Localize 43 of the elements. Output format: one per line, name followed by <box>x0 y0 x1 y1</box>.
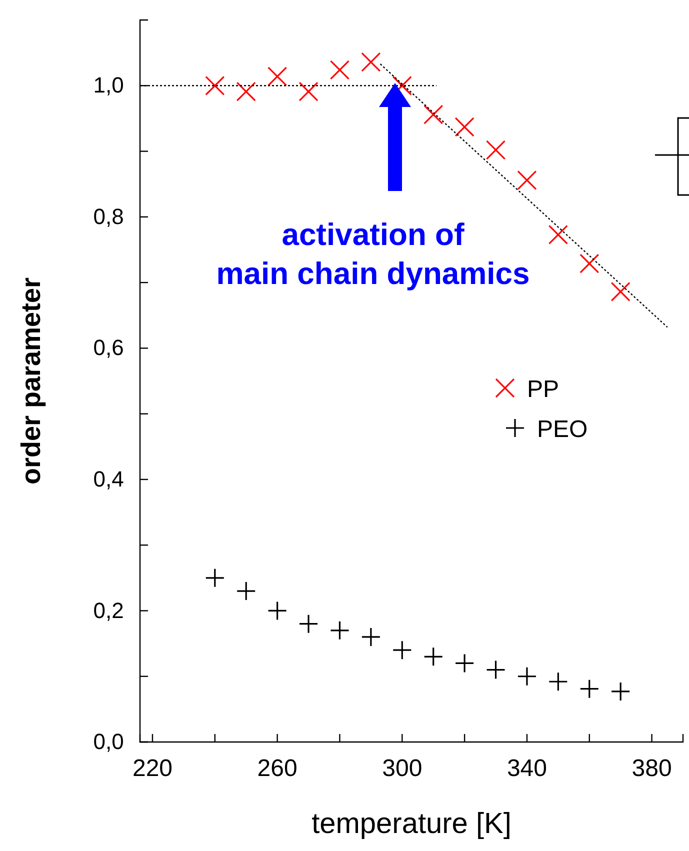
point <box>236 581 256 601</box>
x-tick-label: 300 <box>382 755 422 782</box>
x-tick-label: 260 <box>257 755 298 782</box>
point <box>361 52 381 72</box>
y-tick-label: 0,2 <box>93 598 124 623</box>
annotation: activation of main chain dynamics <box>216 217 530 291</box>
x-axis-title: temperature [K] <box>312 808 512 840</box>
legend-label: PEO <box>537 416 588 443</box>
point <box>205 76 225 96</box>
legend-label: PP <box>527 376 560 403</box>
x-tick-label: 220 <box>132 755 173 782</box>
point <box>236 82 256 102</box>
x-tick-label: 340 <box>506 755 547 782</box>
point <box>298 614 318 634</box>
x-tick-label: 380 <box>632 755 672 782</box>
point <box>610 282 630 302</box>
point <box>361 627 381 647</box>
point <box>548 672 568 692</box>
y-tick-label: 0,8 <box>93 204 124 229</box>
y-axis-title: order parameter <box>16 276 46 485</box>
point <box>268 600 288 621</box>
y-tick-label: 0,0 <box>93 729 124 754</box>
point <box>486 140 506 160</box>
point <box>580 679 600 699</box>
point <box>298 82 318 102</box>
point <box>454 653 474 674</box>
point <box>268 66 288 86</box>
y-tick-label: 0,4 <box>93 466 124 492</box>
point <box>517 170 537 190</box>
y-tick-label: 1,0 <box>93 72 124 98</box>
point <box>548 224 568 244</box>
point <box>486 660 506 680</box>
point <box>424 104 444 124</box>
point <box>424 646 444 666</box>
point <box>454 117 474 137</box>
point <box>580 254 600 274</box>
point <box>205 568 225 588</box>
y-tick-label: 0,6 <box>93 335 124 360</box>
point <box>330 620 350 640</box>
point <box>330 60 350 80</box>
point <box>392 640 412 660</box>
point <box>610 682 630 702</box>
point <box>517 666 537 686</box>
